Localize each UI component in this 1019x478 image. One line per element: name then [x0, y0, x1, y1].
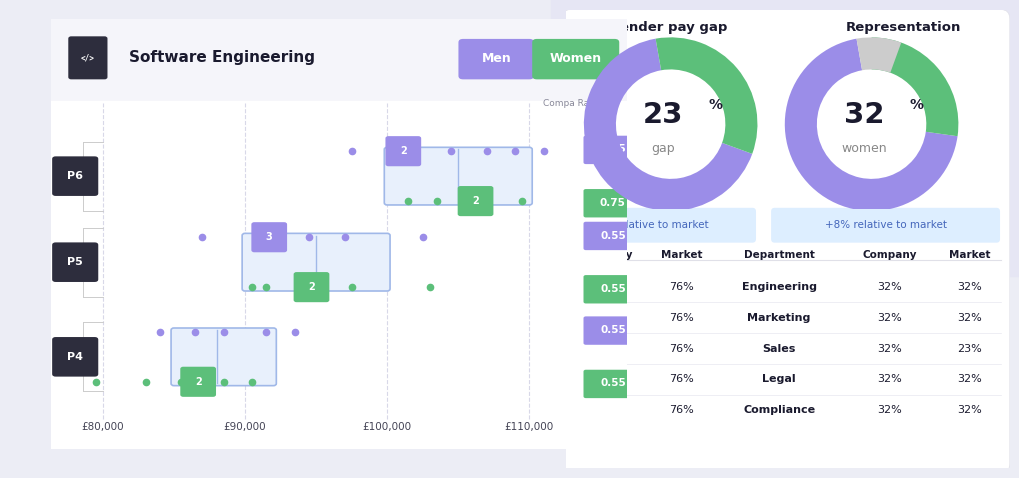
FancyBboxPatch shape — [583, 189, 642, 217]
Wedge shape — [856, 37, 901, 73]
FancyBboxPatch shape — [40, 11, 638, 101]
Text: Software Engineering: Software Engineering — [128, 50, 315, 65]
Text: 32%: 32% — [876, 313, 902, 323]
FancyBboxPatch shape — [532, 39, 619, 79]
Wedge shape — [655, 37, 757, 154]
Text: Company: Company — [862, 250, 916, 261]
FancyBboxPatch shape — [561, 10, 1009, 473]
Text: Company: Company — [578, 250, 633, 261]
FancyBboxPatch shape — [242, 233, 389, 291]
FancyBboxPatch shape — [583, 316, 642, 345]
Text: Market: Market — [660, 250, 701, 261]
Text: Market: Market — [949, 250, 989, 261]
FancyBboxPatch shape — [583, 370, 642, 398]
Text: £90,000: £90,000 — [223, 422, 266, 432]
Text: Gender pay gap: Gender pay gap — [608, 21, 727, 34]
FancyBboxPatch shape — [583, 222, 642, 250]
Text: 3: 3 — [266, 232, 272, 242]
Text: 2: 2 — [472, 196, 479, 206]
Text: 32%: 32% — [957, 313, 981, 323]
Text: Legal: Legal — [761, 374, 795, 384]
Text: 32%: 32% — [957, 282, 981, 292]
Wedge shape — [583, 39, 751, 211]
Text: £80,000: £80,000 — [82, 422, 124, 432]
Text: Compliance: Compliance — [742, 405, 814, 415]
Text: +8% relative to market: +8% relative to market — [823, 220, 946, 230]
FancyBboxPatch shape — [251, 222, 286, 252]
Text: P6: P6 — [67, 171, 84, 181]
Text: £110,000: £110,000 — [504, 422, 553, 432]
FancyBboxPatch shape — [583, 136, 642, 164]
FancyBboxPatch shape — [68, 36, 107, 79]
Text: relative to market: relative to market — [614, 220, 707, 230]
Text: 2: 2 — [399, 146, 407, 156]
Text: 76%: 76% — [668, 405, 693, 415]
Text: 32%: 32% — [876, 405, 902, 415]
Text: 0.55: 0.55 — [599, 144, 625, 154]
FancyBboxPatch shape — [52, 337, 98, 377]
Text: Men: Men — [481, 52, 511, 65]
FancyBboxPatch shape — [52, 242, 98, 282]
Text: Engineering: Engineering — [741, 282, 816, 292]
Text: Marketing: Marketing — [747, 313, 810, 323]
Text: Sales: Sales — [761, 344, 795, 354]
Text: 32%: 32% — [957, 405, 981, 415]
FancyBboxPatch shape — [550, 0, 1019, 277]
Text: %: % — [909, 98, 922, 112]
Text: 32%: 32% — [876, 374, 902, 384]
FancyBboxPatch shape — [293, 272, 329, 302]
Text: women: women — [841, 142, 886, 155]
FancyBboxPatch shape — [770, 208, 999, 243]
Text: P4: P4 — [67, 352, 84, 362]
Text: 76%: 76% — [593, 313, 618, 323]
Text: </>: </> — [81, 54, 95, 62]
FancyBboxPatch shape — [171, 328, 276, 386]
Text: Compa Ratio: Compa Ratio — [543, 99, 601, 108]
Text: 32%: 32% — [876, 282, 902, 292]
Text: 76%: 76% — [593, 282, 618, 292]
Text: 76%: 76% — [668, 374, 693, 384]
FancyBboxPatch shape — [52, 156, 98, 196]
Text: 32%: 32% — [876, 344, 902, 354]
Text: %: % — [707, 98, 721, 112]
Text: 0.55: 0.55 — [599, 230, 625, 240]
Text: 76%: 76% — [668, 282, 693, 292]
Text: 23%: 23% — [957, 344, 981, 354]
Text: 0.55: 0.55 — [599, 284, 625, 294]
FancyBboxPatch shape — [385, 136, 421, 166]
FancyBboxPatch shape — [51, 19, 627, 92]
FancyBboxPatch shape — [583, 275, 642, 304]
Text: 76%: 76% — [668, 344, 693, 354]
FancyBboxPatch shape — [567, 208, 755, 243]
Text: 0.55: 0.55 — [599, 379, 625, 389]
Text: 32%: 32% — [957, 374, 981, 384]
Wedge shape — [784, 39, 957, 211]
Text: gap: gap — [651, 142, 675, 155]
Text: 76%: 76% — [668, 313, 693, 323]
Text: 0.75: 0.75 — [599, 198, 626, 208]
Text: Women: Women — [549, 52, 601, 65]
Text: £100,000: £100,000 — [363, 422, 412, 432]
FancyBboxPatch shape — [180, 367, 216, 397]
Text: 0.55: 0.55 — [599, 325, 625, 335]
Text: P5: P5 — [67, 257, 83, 267]
Text: 32: 32 — [843, 101, 883, 129]
FancyBboxPatch shape — [458, 186, 493, 216]
Text: Department: Department — [743, 250, 814, 261]
FancyBboxPatch shape — [458, 39, 533, 79]
Text: 76%: 76% — [593, 344, 618, 354]
FancyBboxPatch shape — [40, 11, 638, 458]
Text: 2: 2 — [308, 282, 315, 292]
Text: 23: 23 — [642, 101, 683, 129]
Text: 76%: 76% — [593, 374, 618, 384]
Text: 76%: 76% — [593, 405, 618, 415]
Text: Representation: Representation — [845, 21, 960, 34]
FancyBboxPatch shape — [384, 147, 532, 205]
Text: 2: 2 — [195, 377, 202, 387]
Wedge shape — [871, 37, 958, 136]
